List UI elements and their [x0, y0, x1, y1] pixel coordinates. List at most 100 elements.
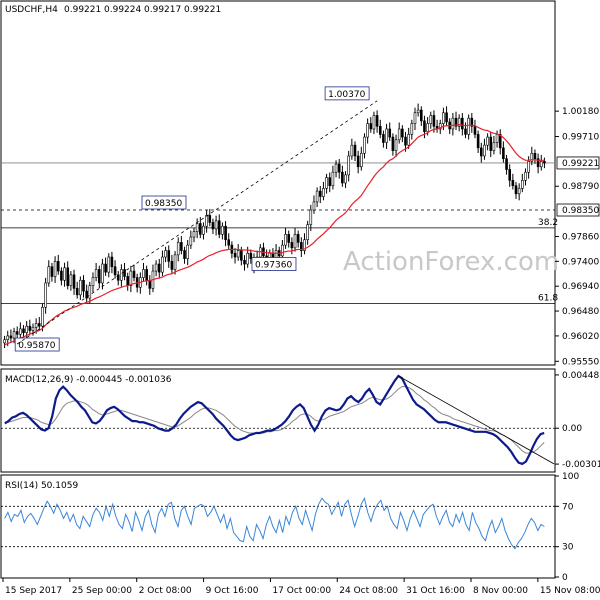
candle-body — [91, 277, 95, 286]
candle-body — [19, 328, 22, 335]
candle-body — [366, 123, 369, 138]
candle-body — [539, 161, 543, 168]
current-price-box — [556, 156, 600, 170]
candle-body — [12, 331, 16, 339]
candle-body — [514, 185, 518, 195]
moving-average — [4, 124, 545, 346]
candle-body — [145, 269, 148, 281]
candle-body — [492, 142, 496, 151]
high-value: 0.99224 — [104, 5, 141, 15]
rsi-line — [4, 496, 545, 550]
price-annotations: 0.95870 0.98350 0.97360 1.00370 — [14, 86, 378, 352]
close-value: 0.99221 — [184, 5, 221, 15]
candle-body — [157, 263, 161, 273]
candle-body — [240, 250, 243, 261]
candle-body — [189, 236, 193, 246]
candle-body — [60, 270, 63, 281]
price-tick-label: 0.96940 — [562, 282, 599, 292]
candle-body — [505, 158, 508, 170]
candle-body — [530, 152, 534, 162]
candle-body — [53, 261, 57, 277]
open-value: 0.99221 — [64, 5, 101, 15]
macd-title: MACD(12,26,9) -0.000445 -0.001036 — [5, 375, 172, 385]
candle-body — [344, 174, 347, 184]
candle-body — [113, 266, 117, 276]
candle-body — [258, 247, 262, 258]
candle-body — [56, 261, 60, 272]
candle-body — [142, 269, 145, 278]
price-tick-label: 0.96020 — [562, 332, 599, 342]
candle-body — [132, 270, 136, 278]
macd-tick-label: 0.00 — [562, 424, 582, 434]
candle-body — [489, 136, 493, 151]
candle-body — [186, 244, 189, 259]
candle-body — [63, 267, 66, 281]
candle-body — [110, 256, 114, 268]
candle-body — [120, 269, 123, 281]
candle-body — [457, 117, 461, 127]
price-tick-label: 0.97860 — [562, 232, 599, 242]
swing-label-box — [14, 337, 60, 352]
candle-body — [246, 252, 249, 265]
candle-body — [502, 147, 505, 159]
swing-label-text: 0.98350 — [145, 199, 182, 209]
candle-body — [300, 242, 303, 251]
candle-body — [385, 128, 388, 143]
price-tick-label: 0.95550 — [562, 357, 599, 367]
candle-body — [303, 239, 306, 251]
candle-body — [97, 269, 101, 284]
candle-body — [391, 136, 395, 151]
candle-body — [38, 323, 41, 327]
price-tick-label: 0.98350 — [562, 206, 599, 216]
candle-body — [416, 109, 420, 114]
candle-body — [328, 177, 332, 187]
candle-body — [94, 269, 98, 278]
candle-body — [72, 274, 76, 289]
candle-body — [337, 163, 341, 173]
candle-body — [382, 134, 385, 143]
candle-body — [290, 242, 294, 249]
candle-body — [44, 282, 47, 308]
candle-body — [318, 190, 322, 197]
candle-body — [470, 117, 474, 127]
rsi-title: RSI(14) 50.1059 — [5, 481, 78, 491]
candle-body — [397, 128, 401, 141]
candle-body — [180, 242, 183, 251]
time-tick-label: 25 Sep 00:00 — [72, 586, 132, 596]
candle-body — [394, 139, 398, 151]
price-tick-label: 0.99710 — [562, 133, 599, 143]
candle-body — [101, 263, 104, 284]
candle-body — [521, 179, 524, 189]
candle-body — [22, 328, 25, 333]
candle-body — [356, 155, 360, 168]
candle-body — [508, 169, 511, 181]
candle-body — [208, 215, 212, 223]
candle-body — [224, 225, 227, 241]
candle-body — [322, 188, 325, 197]
candle-body — [483, 144, 486, 157]
candle-body — [426, 123, 429, 132]
candle-body — [129, 270, 133, 286]
candle-body — [498, 134, 502, 149]
candle-body — [464, 128, 467, 135]
time-tick-label: 24 Oct 08:00 — [339, 586, 398, 596]
candle-body — [116, 274, 120, 281]
dashed-trend-line — [16, 100, 378, 345]
candle-body — [205, 215, 208, 227]
price-tick-label: 0.96480 — [562, 307, 599, 317]
candle-body — [306, 224, 309, 241]
fib-level-label: 38.2 — [538, 218, 558, 228]
candlesticks — [3, 103, 546, 349]
candle-body — [79, 279, 82, 296]
swing-label-text: 0.97360 — [255, 261, 292, 271]
candle-body — [126, 276, 130, 286]
candle-body — [183, 250, 186, 259]
candle-body — [360, 152, 363, 168]
candle-body — [407, 134, 410, 146]
candle-body — [28, 325, 32, 331]
candle-body — [284, 234, 287, 246]
candle-body — [410, 123, 414, 135]
price-tick-label: 0.98790 — [562, 182, 599, 192]
macd-main-line — [4, 374, 545, 466]
candle-body — [164, 250, 167, 258]
